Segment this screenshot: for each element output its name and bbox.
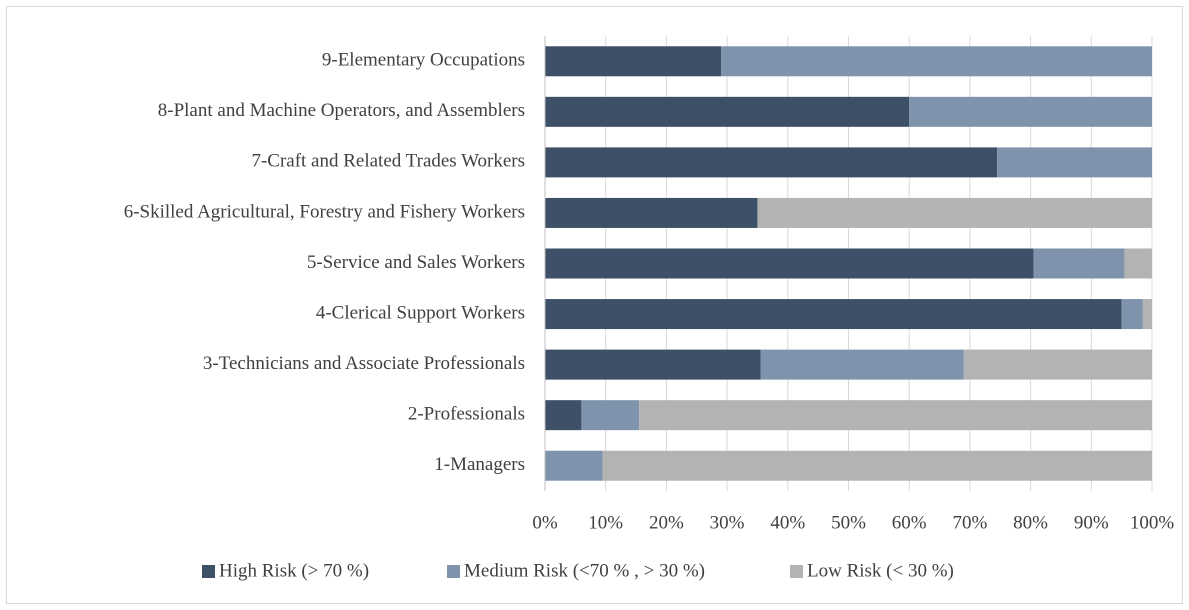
bar-segment [1121, 299, 1143, 330]
x-tick-label: 80% [1013, 512, 1048, 533]
y-tick-label: 8-Plant and Machine Operators, and Assem… [158, 100, 525, 121]
legend-label: High Risk (> 70 %) [219, 560, 369, 581]
x-tick-label: 90% [1074, 512, 1109, 533]
legend-swatch [202, 565, 215, 578]
bar-segment [963, 349, 1152, 380]
legend-label: Medium Risk (<70 % , > 30 %) [464, 560, 705, 581]
x-tick-label: 20% [649, 512, 684, 533]
y-tick-label: 2-Professionals [408, 404, 525, 425]
bar-segment [757, 197, 1152, 228]
bar-segment [639, 400, 1152, 431]
y-tick-label: 1-Managers [434, 454, 525, 475]
x-tick-label: 100% [1130, 512, 1175, 533]
bar-segment [1142, 299, 1152, 330]
bar-segment [545, 248, 1034, 279]
bar-segment [545, 96, 910, 127]
x-tick-label: 70% [952, 512, 987, 533]
legend-swatch [790, 565, 803, 578]
x-tick-label: 30% [710, 512, 745, 533]
x-tick-label: 10% [588, 512, 623, 533]
y-tick-label: 7-Craft and Related Trades Workers [251, 151, 525, 172]
bar-segment [545, 147, 998, 178]
y-tick-label: 9-Elementary Occupations [322, 50, 525, 71]
bar-segment [602, 450, 1152, 481]
x-tick-label: 50% [831, 512, 866, 533]
bar-segment [545, 299, 1122, 330]
bar-segment [721, 46, 1152, 77]
y-tick-label: 3-Technicians and Associate Professional… [203, 353, 525, 374]
bar-segment [1124, 248, 1152, 279]
x-tick-label: 0% [532, 512, 558, 533]
bar-segment [545, 46, 722, 77]
legend-swatch [447, 565, 460, 578]
y-tick-label: 6-Skilled Agricultural, Forestry and Fis… [124, 201, 525, 222]
x-tick-label: 40% [770, 512, 805, 533]
bar-segment [545, 349, 761, 380]
x-tick-label: 60% [892, 512, 927, 533]
bar-segment [545, 197, 758, 228]
bar-segment [909, 96, 1152, 127]
bar-segment [545, 400, 582, 431]
bar-segment [760, 349, 964, 380]
y-tick-label: 4-Clerical Support Workers [316, 302, 525, 323]
bar-segment [997, 147, 1152, 178]
bar-segment [581, 400, 640, 431]
bar-segment [1033, 248, 1125, 279]
bar-segment [545, 450, 603, 481]
y-tick-label: 5-Service and Sales Workers [307, 252, 525, 273]
legend-label: Low Risk (< 30 %) [807, 560, 954, 581]
